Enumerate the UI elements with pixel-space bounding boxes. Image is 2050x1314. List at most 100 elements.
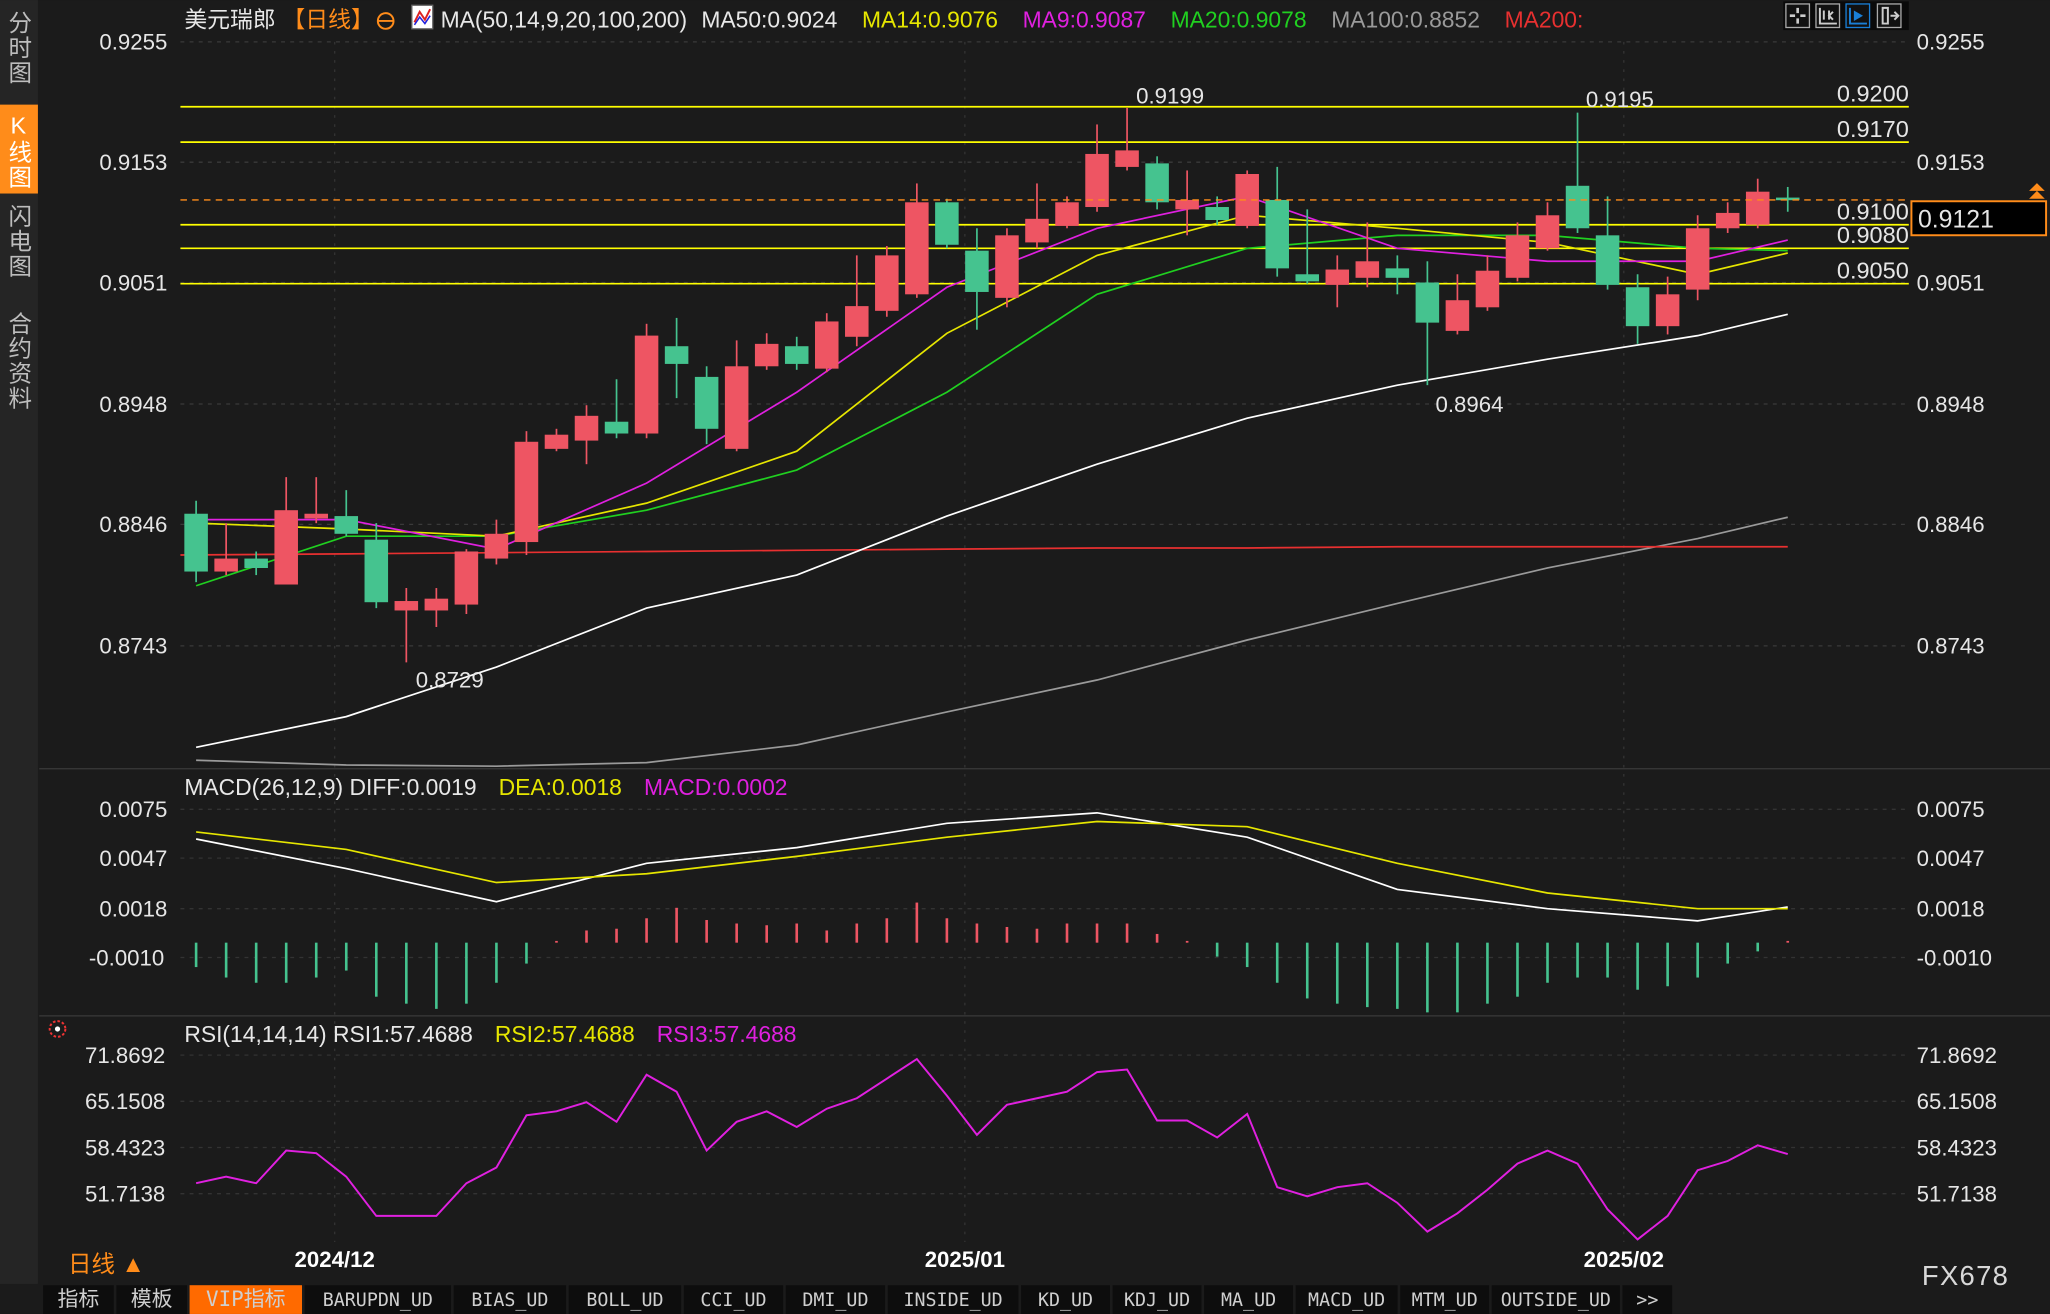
candle[interactable]	[905, 183, 929, 298]
crosshair-icon[interactable]	[1785, 3, 1811, 29]
indicator-tab[interactable]: INSIDE_UD	[887, 1285, 1019, 1314]
candle-body	[1235, 173, 1259, 226]
tab-label: CCI_UD	[700, 1290, 766, 1311]
candle[interactable]	[1145, 156, 1169, 210]
indicator-tab[interactable]: 模板	[116, 1285, 187, 1314]
candle[interactable]	[1265, 166, 1289, 277]
candle[interactable]	[484, 519, 509, 565]
candle[interactable]	[634, 323, 659, 439]
candle[interactable]	[1595, 196, 1620, 290]
candle[interactable]	[814, 313, 839, 373]
candle[interactable]	[1055, 196, 1079, 229]
candle[interactable]	[394, 588, 419, 663]
sidebar-tab-timeshare[interactable]: 分时图	[5, 10, 31, 85]
candle-body	[304, 513, 328, 519]
candle[interactable]	[244, 551, 268, 576]
price-tick-label: 0.9153	[1917, 150, 1985, 175]
candle-body	[484, 533, 509, 559]
candle[interactable]	[214, 523, 238, 576]
candle[interactable]	[1025, 183, 1049, 249]
indicator-tab[interactable]: MTM_UD	[1400, 1285, 1490, 1314]
macd-tick-label: -0.0010	[89, 945, 164, 970]
candle[interactable]	[1295, 209, 1320, 284]
indicator-tab[interactable]: MACD_UD	[1295, 1285, 1398, 1314]
move-right-icon[interactable]	[1876, 3, 1902, 29]
indicator-tab[interactable]: BOLL_UD	[568, 1285, 682, 1314]
candlesticks[interactable]	[184, 107, 1800, 663]
candle[interactable]	[1655, 276, 1680, 335]
candle[interactable]	[1205, 196, 1229, 225]
period-toggle[interactable]: 日线 ▲	[68, 1251, 145, 1277]
candle[interactable]	[334, 490, 359, 537]
indicator-tab[interactable]: CCI_UD	[683, 1285, 784, 1314]
candle[interactable]	[1715, 202, 1740, 233]
indicator-tab[interactable]: DMI_UD	[785, 1285, 886, 1314]
indicator-tab[interactable]: KDJ_UD	[1112, 1285, 1202, 1314]
candle[interactable]	[995, 228, 1019, 308]
panel-settings-icon[interactable]	[48, 1020, 67, 1038]
price-axis: 0.9255 0.9255 0.9153 0.9153 0.9051 0.9051 0.89…	[99, 30, 1984, 659]
tab-background	[304, 1285, 452, 1314]
candle[interactable]	[1565, 112, 1590, 233]
candle[interactable]	[274, 477, 298, 585]
candle[interactable]	[1325, 255, 1350, 308]
candle[interactable]	[1355, 222, 1380, 288]
candle[interactable]	[1775, 186, 1800, 212]
candle[interactable]	[1235, 170, 1259, 229]
candle[interactable]	[965, 228, 989, 330]
level-line-label: 0.9200	[1837, 81, 1909, 107]
indicator-tab[interactable]: MA_UD	[1204, 1285, 1294, 1314]
candle[interactable]	[544, 428, 569, 452]
add-indicator-icon[interactable]	[376, 12, 395, 30]
indicator-tab[interactable]: >>	[1622, 1285, 1673, 1314]
candle[interactable]	[364, 523, 389, 609]
candle[interactable]	[875, 245, 899, 317]
candle[interactable]	[424, 588, 449, 627]
candle[interactable]	[1475, 255, 1500, 311]
tab-label: MACD_UD	[1308, 1290, 1385, 1311]
auto-scroll-icon[interactable]	[1845, 3, 1871, 29]
candle[interactable]	[1115, 107, 1139, 171]
indicator-tab[interactable]: VIP指标	[189, 1285, 303, 1314]
candle[interactable]	[1505, 222, 1530, 282]
candle[interactable]	[694, 366, 719, 445]
indicator-tab[interactable]: BIAS_UD	[453, 1285, 567, 1314]
indicator-chart-icon[interactable]	[411, 4, 434, 30]
candle[interactable]	[1385, 255, 1410, 295]
candle[interactable]	[1175, 170, 1199, 236]
candle[interactable]	[574, 405, 599, 465]
tab-label: KD_UD	[1038, 1290, 1093, 1311]
period-selector[interactable]: 【日线】	[282, 6, 373, 32]
candle[interactable]	[1445, 274, 1470, 335]
tab-label: BARUPDN_UD	[323, 1290, 433, 1311]
range-select-icon[interactable]	[1815, 3, 1841, 29]
indicator-tab[interactable]: 指标	[43, 1285, 114, 1314]
candle[interactable]	[604, 379, 629, 439]
candle[interactable]	[514, 431, 539, 556]
candle[interactable]	[1085, 124, 1109, 212]
candle[interactable]	[845, 255, 869, 347]
candle[interactable]	[184, 500, 208, 583]
candle-body	[694, 376, 719, 429]
candle[interactable]	[454, 549, 479, 615]
candle[interactable]	[754, 333, 779, 370]
indicator-tab[interactable]: OUTSIDE_UD	[1491, 1285, 1620, 1314]
indicator-tab[interactable]: KD_UD	[1021, 1285, 1110, 1314]
candle[interactable]	[724, 340, 749, 452]
candle[interactable]	[1415, 261, 1440, 386]
candle[interactable]	[304, 477, 328, 524]
sidebar-tab-contract-info[interactable]: 合约资料	[5, 311, 32, 411]
candle-body	[394, 601, 419, 611]
sidebar-tab-kline[interactable]: K线图	[5, 112, 31, 189]
candle[interactable]	[664, 317, 689, 399]
candle[interactable]	[1685, 215, 1710, 301]
candle[interactable]	[1535, 202, 1560, 251]
candle[interactable]	[1625, 274, 1650, 344]
candle[interactable]	[935, 198, 959, 249]
candle-body	[1295, 274, 1320, 282]
indicator-tab[interactable]: BARUPDN_UD	[304, 1285, 452, 1314]
candle-body	[214, 558, 238, 572]
candle[interactable]	[784, 336, 809, 370]
chevron-up-icon[interactable]	[2029, 183, 2045, 199]
sidebar-tab-flash-chart[interactable]: 闪电图	[5, 204, 31, 279]
